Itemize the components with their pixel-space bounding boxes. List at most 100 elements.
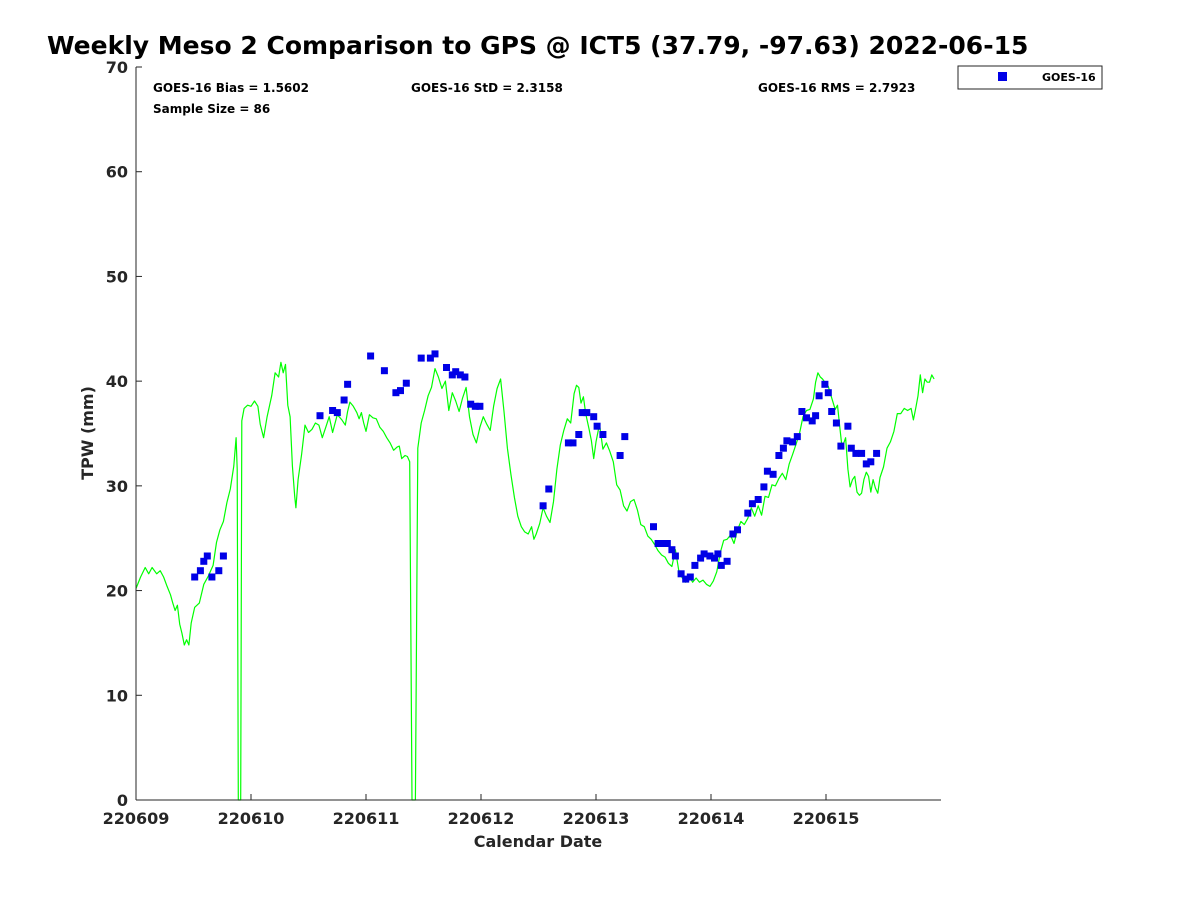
goes-16-point <box>763 467 771 475</box>
x-tick-label: 220612 <box>448 809 515 828</box>
goes-16-point <box>203 552 211 560</box>
goes-16-point <box>344 380 352 388</box>
goes-16-point <box>697 554 705 562</box>
goes-16-point <box>578 409 586 417</box>
goes-16-point <box>793 433 801 441</box>
goes-16-point <box>711 554 718 562</box>
goes-16-point <box>803 414 810 422</box>
goes-16-point <box>858 449 866 457</box>
goes-16-point <box>443 364 450 371</box>
std-stat: GOES-16 StD = 2.3158 <box>411 81 563 95</box>
plot-frame <box>136 67 941 800</box>
goes-16-point <box>340 396 348 404</box>
chart-title: Weekly Meso 2 Comparison to GPS @ ICT5 (… <box>47 31 1028 60</box>
y-tick-label: 50 <box>106 267 128 286</box>
goes-16-point <box>467 400 475 408</box>
rms-stat: GOES-16 RMS = 2.7923 <box>758 81 915 95</box>
goes-16-point <box>333 409 341 417</box>
gps-line <box>135 361 935 801</box>
goes-16-point <box>316 412 324 420</box>
goes-16-point <box>402 379 410 387</box>
goes-16-point <box>564 439 572 447</box>
goes-16-point <box>828 408 836 415</box>
legend-marker-square <box>998 72 1007 81</box>
goes-16-point <box>691 561 699 569</box>
legend-label-goes-16: GOES-16 <box>1042 71 1096 84</box>
goes-16-point <box>798 408 806 415</box>
goes-16-point <box>456 371 464 379</box>
goes-16-point <box>196 567 204 575</box>
goes-16-point <box>744 509 752 517</box>
goes-16-point <box>775 452 783 459</box>
gps-series <box>135 361 935 801</box>
goes-16-point <box>862 460 870 468</box>
goes-16-series <box>191 350 881 583</box>
goes-16-point <box>471 402 479 410</box>
goes-16-point <box>682 575 690 583</box>
x-tick-label: 220609 <box>103 809 170 828</box>
goes-16-point <box>654 540 662 547</box>
x-tick-label: 220614 <box>678 809 745 828</box>
goes-16-point <box>200 557 208 565</box>
goes-16-point <box>426 354 434 362</box>
goes-16-point <box>789 438 797 446</box>
goes-16-point <box>821 380 829 388</box>
goes-16-point <box>397 387 404 395</box>
goes-16-point <box>700 550 708 558</box>
goes-16-point <box>677 570 685 578</box>
goes-16-point <box>663 540 671 547</box>
legend: GOES-16 <box>957 65 1103 90</box>
goes-16-point <box>734 526 741 534</box>
goes-16-point <box>714 550 722 558</box>
goes-16-point <box>621 433 629 441</box>
goes-16-point <box>760 483 768 491</box>
goes-16-point <box>847 444 855 452</box>
goes-16-point <box>815 392 823 400</box>
goes-16-point <box>593 422 601 430</box>
goes-16-point <box>873 449 881 457</box>
goes-16-point <box>824 389 832 397</box>
goes-16-point <box>461 373 469 381</box>
y-tick-label: 0 <box>117 791 128 810</box>
y-axis-label: TPW (mm) <box>78 386 97 480</box>
goes-16-point <box>452 368 460 376</box>
goes-16-point <box>545 485 553 493</box>
goes-16-point <box>539 502 547 510</box>
goes-16-point <box>380 367 388 375</box>
goes-16-point <box>583 409 591 417</box>
goes-16-point <box>769 470 777 478</box>
goes-16-point <box>668 546 676 554</box>
y-tick-label: 30 <box>106 477 128 496</box>
x-axis-label: Calendar Date <box>474 832 603 851</box>
goes-16-point <box>215 567 223 575</box>
goes-16-point <box>832 419 840 427</box>
plot-area <box>135 67 941 801</box>
goes-16-point <box>729 530 737 538</box>
goes-16-point <box>590 413 598 421</box>
y-tick-label: 70 <box>106 58 128 77</box>
goes-16-point <box>575 431 583 438</box>
goes-16-point <box>748 500 756 508</box>
goes-16-point <box>779 444 787 452</box>
goes-16-point <box>706 552 714 560</box>
goes-16-point <box>219 552 227 560</box>
goes-16-point <box>867 458 875 466</box>
goes-16-point <box>844 422 852 430</box>
y-tick-label: 40 <box>106 372 128 391</box>
y-tick-label: 10 <box>106 686 128 705</box>
goes-16-point <box>417 354 425 362</box>
y-tick-label: 60 <box>106 163 128 182</box>
goes-16-point <box>329 407 337 414</box>
x-tick-label: 220613 <box>563 809 630 828</box>
x-tick-label: 220610 <box>218 809 285 828</box>
goes-16-point <box>717 561 725 569</box>
goes-16-point <box>686 573 694 581</box>
goes-16-point <box>476 402 484 410</box>
goes-16-point <box>431 350 439 358</box>
y-tick-label: 20 <box>106 582 128 601</box>
goes-16-point <box>812 412 820 420</box>
bias-stat: GOES-16 Bias = 1.5602 <box>153 81 309 95</box>
sample-size-stat: Sample Size = 86 <box>153 102 270 116</box>
goes-16-point <box>392 389 400 397</box>
